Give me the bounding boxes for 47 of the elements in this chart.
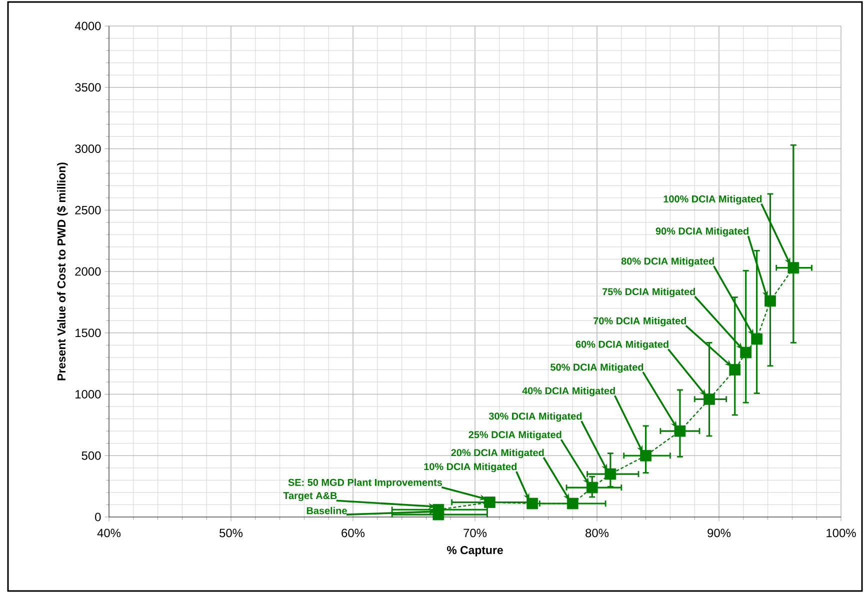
x-tick-label: 90% <box>708 528 731 538</box>
annotation: 50% DCIA Mitigated <box>550 363 644 373</box>
point <box>729 364 741 376</box>
annotation: SE: 50 MGD Plant Improvements <box>288 478 442 488</box>
x-tick-label: 100% <box>826 528 856 538</box>
x-tick-label: 40% <box>97 528 121 538</box>
annotation: 70% DCIA Mitigated <box>594 317 686 326</box>
annotation: 40% DCIA Mitigated <box>522 386 615 396</box>
y-tick-label: 500 <box>82 451 101 460</box>
point <box>640 450 652 462</box>
point <box>526 498 538 510</box>
y-tick-label: 0 <box>95 512 101 522</box>
y-axis-title: Present Value of Cost to PWD ($ million) <box>56 162 68 380</box>
y-tick-label: 3000 <box>75 144 101 153</box>
annotation: 20% DCIA Mitigated <box>451 448 544 458</box>
x-tick-label: 70% <box>464 528 487 538</box>
annotation: Target A&B <box>283 492 337 502</box>
y-tick-label: 3500 <box>75 83 101 92</box>
point <box>704 393 715 405</box>
point <box>674 425 686 437</box>
y-tick-label: 4000 <box>74 22 101 30</box>
point <box>740 346 752 358</box>
point <box>484 496 496 508</box>
x-axis-title: % Capture <box>446 546 503 556</box>
point <box>604 468 616 480</box>
annotation: 100% DCIA Mitigated <box>664 195 762 204</box>
annotation: 30% DCIA Mitigated <box>488 412 582 422</box>
point <box>764 295 776 307</box>
point <box>586 482 598 494</box>
x-tick-label: 50% <box>220 528 243 538</box>
point <box>751 333 763 345</box>
point <box>432 504 444 516</box>
annotation: 90% DCIA Mitigated <box>656 227 748 237</box>
point <box>566 498 578 510</box>
annotation: 10% DCIA Mitigated <box>424 462 516 472</box>
annotation: 75% DCIA Mitigated <box>602 288 695 298</box>
annotation: 80% DCIA Mitigated <box>621 257 714 267</box>
y-tick-label: 1000 <box>76 390 101 398</box>
point <box>788 262 800 274</box>
y-tick-label: 2000 <box>75 267 101 276</box>
y-tick-label: 2500 <box>75 206 101 214</box>
annotation: 25% DCIA Mitigated <box>468 430 562 440</box>
x-tick-label: 80% <box>586 528 609 538</box>
annotation: Baseline <box>306 506 347 514</box>
x-tick-label: 60% <box>342 528 365 538</box>
annotation: 60% DCIA Mitigated <box>576 340 668 350</box>
y-tick-label: 1500 <box>76 328 101 338</box>
